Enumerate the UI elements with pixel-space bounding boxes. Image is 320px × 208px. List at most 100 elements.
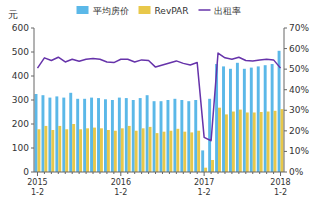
y-axis-label: 元 (8, 9, 18, 20)
bar (83, 99, 86, 172)
bar (260, 112, 263, 172)
x-tick-label-line: 2017 (194, 178, 214, 187)
x-tick-label-line: 1-2 (31, 188, 44, 197)
y2-tick (284, 48, 287, 49)
legend-label: 出租率 (214, 6, 241, 16)
y-tick (31, 148, 34, 149)
x-tick (280, 172, 281, 176)
legend-label: 平均房价 (93, 6, 129, 16)
y2-tick-label: 10% (289, 146, 309, 156)
bar (114, 131, 117, 172)
bar (274, 111, 277, 172)
y2-tick-label: 60% (289, 44, 309, 54)
bar (72, 124, 75, 172)
bar (218, 108, 221, 172)
x-minor-tick (273, 172, 274, 174)
y-tick (31, 28, 34, 29)
bar (100, 128, 103, 172)
bar (42, 95, 45, 172)
bar (246, 112, 249, 172)
x-minor-tick (169, 172, 170, 174)
x-minor-tick (266, 172, 267, 174)
x-tick-label: 20161-2 (111, 178, 131, 197)
bar (222, 66, 225, 172)
bar (90, 98, 93, 172)
bar (118, 98, 121, 172)
legend-item: RevPAR (139, 6, 189, 16)
legend-swatch (77, 6, 89, 14)
y2-tick (284, 172, 287, 173)
x-minor-tick (190, 172, 191, 174)
legend-label: RevPAR (155, 6, 189, 16)
y2-tick-label: 0% (289, 167, 304, 177)
x-axis-line (34, 172, 284, 173)
bar (160, 101, 163, 172)
bar (125, 98, 128, 172)
bar (281, 109, 284, 172)
x-tick (204, 172, 205, 176)
bar (162, 132, 165, 172)
y-tick (31, 124, 34, 125)
x-minor-tick (238, 172, 239, 174)
x-minor-tick (65, 172, 66, 174)
y2-tick-label: 70% (289, 23, 309, 33)
bar (93, 128, 96, 172)
bar (204, 168, 207, 172)
x-tick-label: 20181-2 (270, 178, 290, 197)
bar (55, 96, 58, 172)
y-tick-label: 0 (23, 167, 29, 177)
bar (250, 68, 253, 172)
line (37, 53, 280, 141)
bar (69, 93, 72, 172)
x-minor-tick (252, 172, 253, 174)
x-minor-tick (148, 172, 149, 174)
y2-tick (284, 89, 287, 90)
bar (173, 99, 176, 172)
bar (211, 160, 214, 172)
x-minor-tick (127, 172, 128, 174)
bar (271, 64, 274, 172)
x-minor-tick (141, 172, 142, 174)
bar (135, 131, 138, 172)
bar (51, 130, 54, 172)
x-minor-tick (231, 172, 232, 174)
bar (142, 128, 145, 172)
x-minor-tick (44, 172, 45, 174)
legend-item: 出租率 (198, 6, 241, 16)
y-tick-label: 600 (12, 23, 29, 33)
y2-tick-label: 20% (289, 126, 309, 136)
x-minor-tick (155, 172, 156, 174)
y-tick (31, 172, 34, 173)
x-minor-tick (224, 172, 225, 174)
plot-marks (35, 51, 284, 172)
x-minor-tick (218, 172, 219, 174)
bar (35, 94, 38, 172)
bar (243, 69, 246, 172)
x-tick-label-line: 2016 (111, 178, 131, 187)
bar (278, 51, 281, 172)
y2-tick (284, 151, 287, 152)
y-tick-label: 200 (12, 119, 29, 129)
y2-tick (284, 130, 287, 131)
chart: 01002003004005006000%10%20%30%40%50%60%7… (0, 0, 320, 208)
x-minor-tick (72, 172, 73, 174)
bar (264, 65, 267, 172)
x-minor-tick (197, 172, 198, 174)
legend: 平均房价 RevPAR 出租率 (77, 6, 242, 16)
x-tick-label-line: 2015 (27, 178, 47, 187)
x-minor-tick (176, 172, 177, 174)
bar (156, 133, 159, 172)
y-tick-label: 500 (12, 47, 29, 57)
bar (169, 131, 172, 172)
bar (97, 98, 100, 172)
x-tick-label-line: 2018 (270, 178, 290, 187)
y-tick-label: 300 (12, 95, 29, 105)
x-minor-tick (51, 172, 52, 174)
bar (225, 114, 228, 172)
bar (149, 127, 152, 172)
bar (197, 131, 200, 172)
x-minor-tick (106, 172, 107, 174)
x-minor-tick (211, 172, 212, 174)
bar (257, 66, 260, 172)
bar (132, 100, 135, 172)
